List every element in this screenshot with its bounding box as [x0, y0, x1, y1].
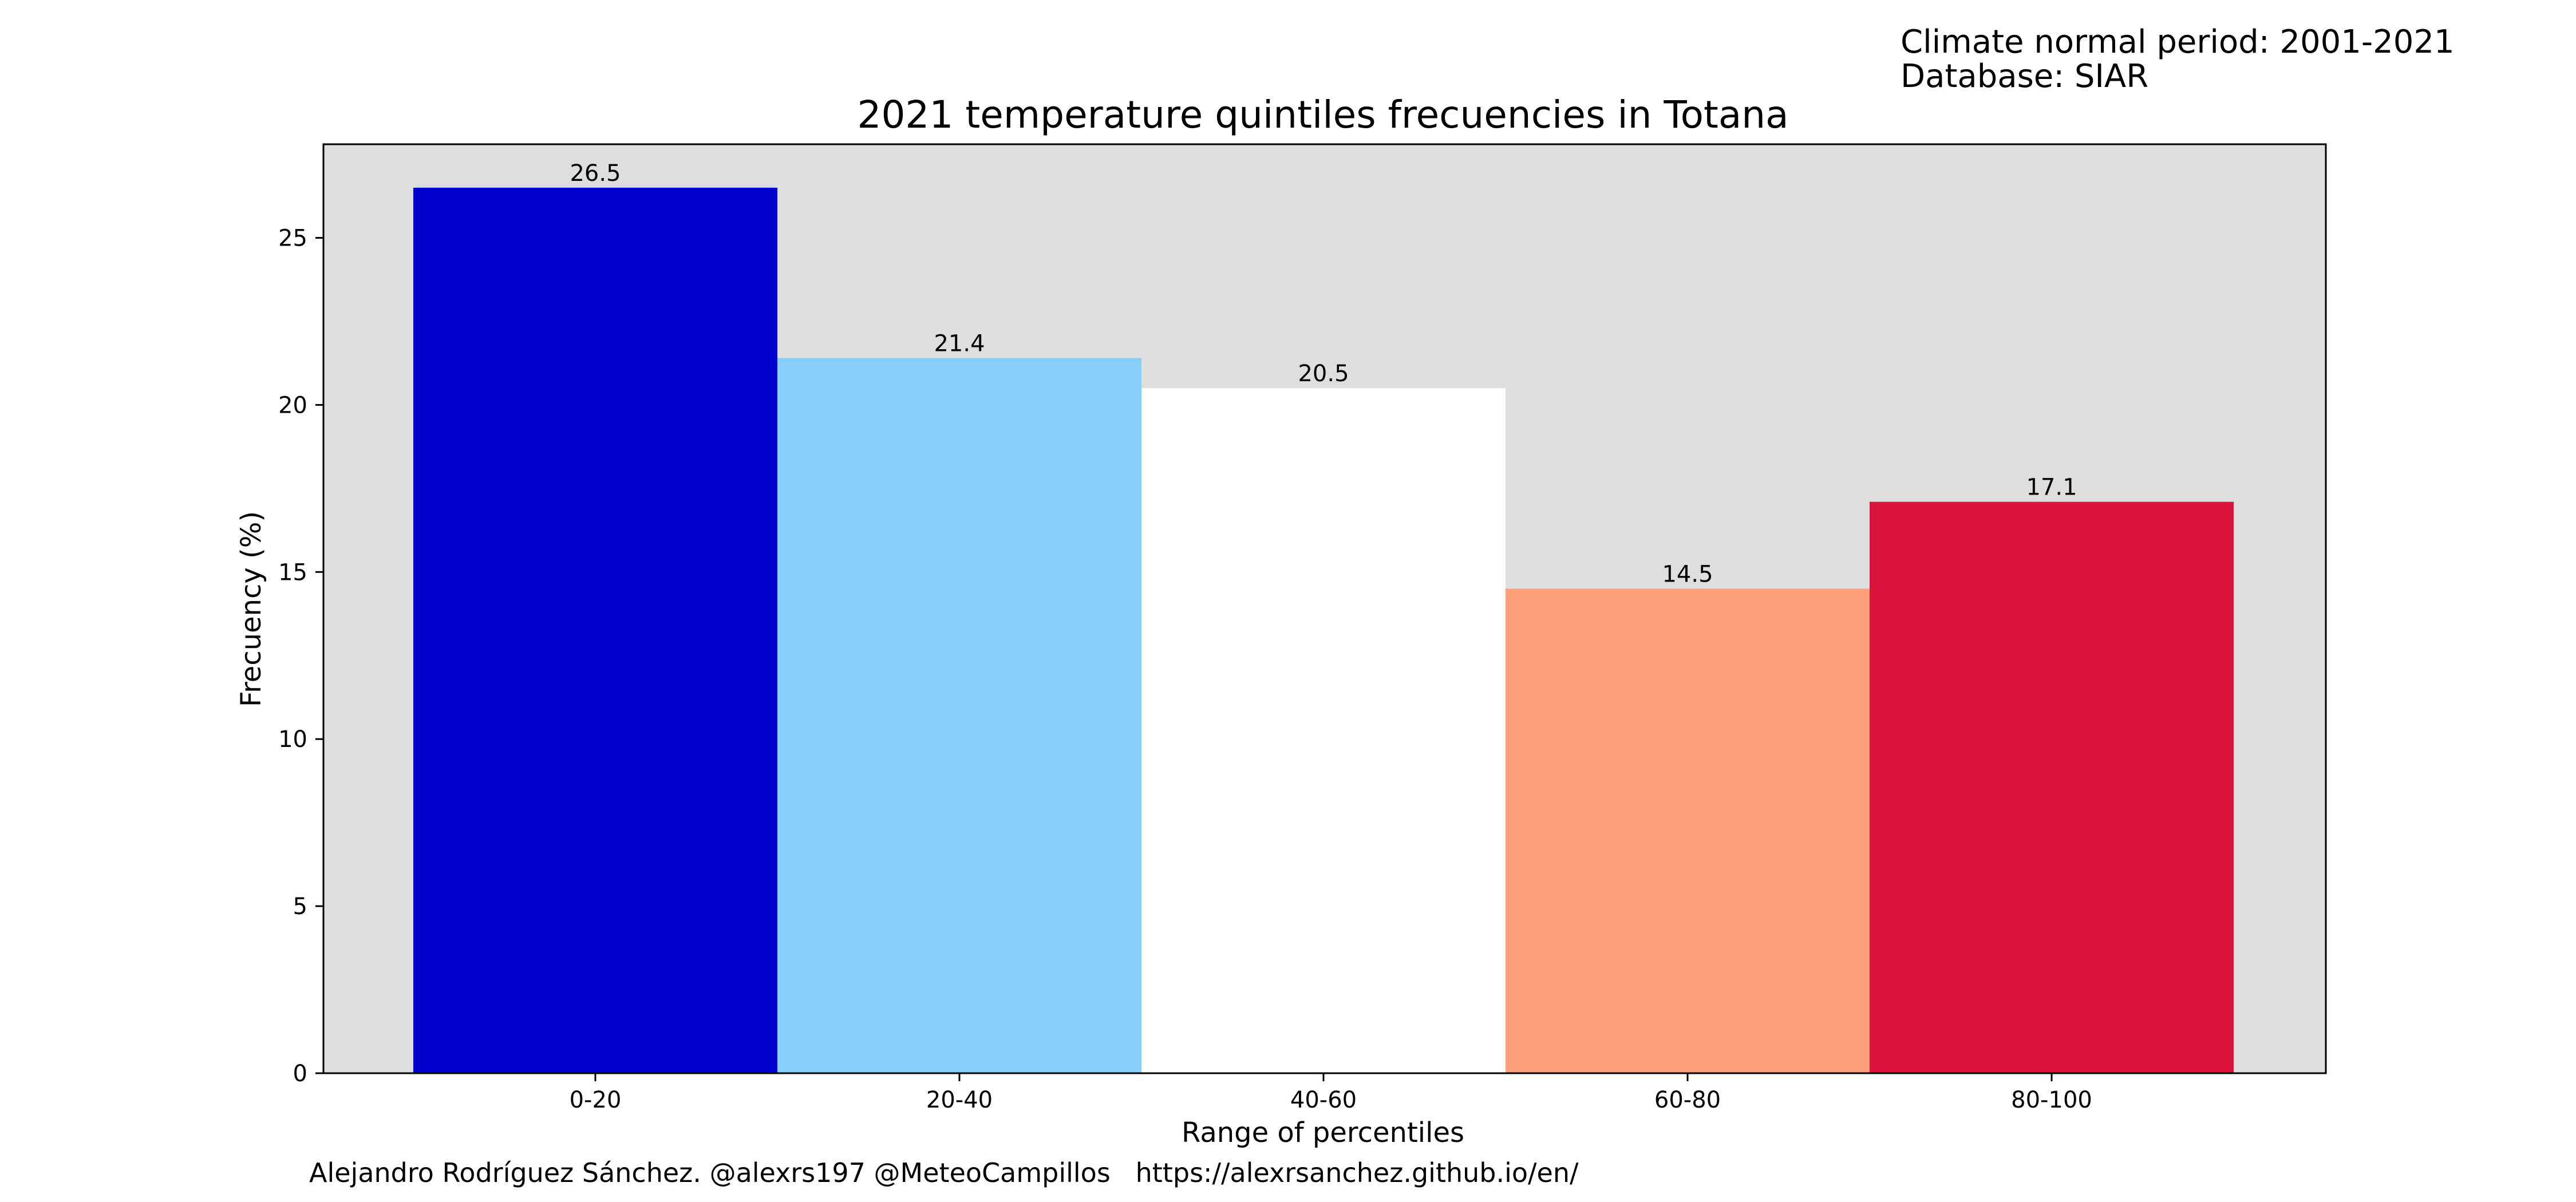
bar-80-100: [1870, 501, 2234, 1073]
bar-value-label: 14.5: [1662, 562, 1713, 588]
database-note: Database: SIAR: [1901, 58, 2148, 95]
y-axis-ticks: 0 5 10 15 20 25: [278, 226, 323, 1087]
x-tick-label: 0-20: [570, 1087, 622, 1113]
y-tick-label: 25: [278, 226, 307, 252]
x-tick-label: 40-60: [1290, 1087, 1357, 1113]
y-axis-label: Frecuency (%): [235, 511, 267, 707]
y-tick-label: 10: [278, 726, 307, 753]
bar-0-20: [413, 187, 777, 1073]
x-axis-label: Range of percentiles: [1182, 1117, 1464, 1149]
bar-value-label: 20.5: [1298, 361, 1349, 387]
bar-40-60: [1141, 388, 1506, 1074]
bar-value-label: 17.1: [2026, 475, 2077, 501]
x-tick-label: 80-100: [2011, 1087, 2092, 1113]
x-tick-label: 60-80: [1654, 1087, 1721, 1113]
climate-period-note: Climate normal period: 2001-2021: [1901, 23, 2455, 61]
x-axis-ticks: 0-20 20-40 40-60 60-80 80-100: [570, 1073, 2092, 1113]
axes-frame: [322, 143, 2327, 1074]
y-tick-label: 5: [293, 893, 307, 920]
chart-title: 2021 temperature quintiles frecuencies i…: [857, 93, 1788, 137]
y-tick-label: 15: [278, 559, 307, 586]
footer-credit: Alejandro Rodríguez Sánchez. @alexrs197 …: [309, 1157, 1579, 1188]
bar-60-80: [1506, 588, 1870, 1073]
bar-value-label: 21.4: [934, 331, 985, 357]
bars-group: [413, 187, 2234, 1074]
bar-value-label: 26.5: [570, 160, 621, 187]
value-labels-group: 26.5 21.4 20.5 14.5 17.1: [570, 160, 2077, 588]
y-tick-label: 0: [293, 1061, 307, 1087]
x-tick-label: 20-40: [926, 1087, 993, 1113]
y-tick-label: 20: [278, 392, 307, 418]
bar-20-40: [777, 358, 1141, 1073]
